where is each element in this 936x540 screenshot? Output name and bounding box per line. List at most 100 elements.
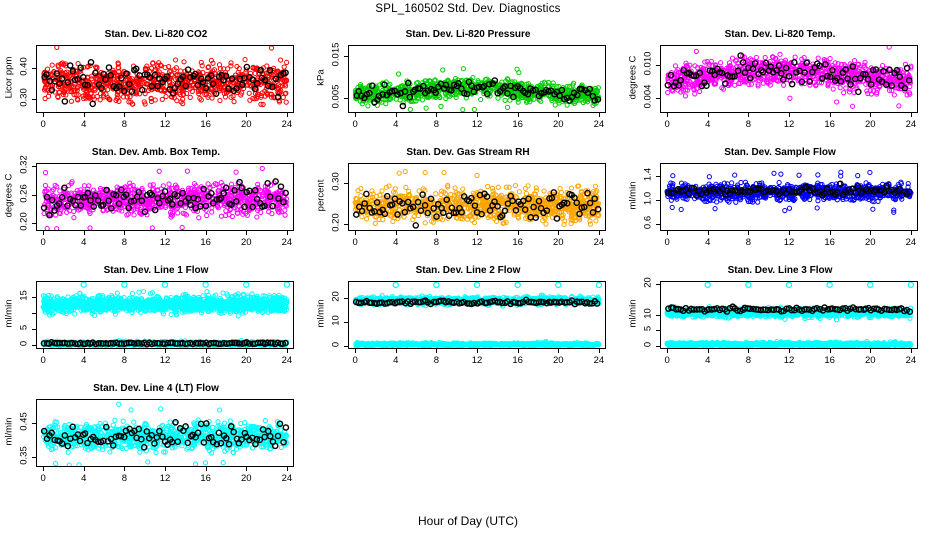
plot-panel: Stan. Dev. Li-820 CO2 Licor ppm 0 4 8 12 16 20 2… xyxy=(0,28,312,146)
y-tick-mark xyxy=(344,56,348,58)
x-tick-label: 0 xyxy=(352,237,358,248)
x-tick-label: 0 xyxy=(352,119,358,130)
x-tick-mark xyxy=(165,349,166,353)
plot-panel: Stan. Dev. Line 3 Flow ml/min 0 4 8 12 16 20 24 0… xyxy=(624,264,936,382)
x-tick-label: 16 xyxy=(512,355,523,366)
y-tick-mark xyxy=(656,200,660,201)
y-tick-mark xyxy=(32,312,36,314)
x-tick-label: 16 xyxy=(824,119,835,130)
x-tick-mark xyxy=(598,113,600,117)
y-tick-mark xyxy=(656,330,660,332)
x-tick-label: 20 xyxy=(552,355,564,366)
plot-area xyxy=(36,163,294,231)
panel-title: Stan. Dev. Gas Stream RH xyxy=(406,147,530,158)
x-tick-mark xyxy=(477,231,478,235)
x-tick-label: 4 xyxy=(81,119,87,130)
panel-title: Stan. Dev. Amb. Box Temp. xyxy=(91,147,221,158)
y-tick-mark xyxy=(656,224,660,225)
x-tick-mark xyxy=(789,113,790,117)
x-tick-mark xyxy=(83,467,85,471)
x-tick-label: 20 xyxy=(240,355,252,366)
panel-title: Stan. Dev. Line 3 Flow xyxy=(727,265,833,276)
x-tick-mark xyxy=(667,349,669,353)
plot-area xyxy=(36,45,294,113)
y-tick-label: 10 xyxy=(642,307,654,319)
x-tick-mark xyxy=(395,349,397,353)
x-tick-label: 12 xyxy=(783,355,795,366)
plot-panel: Stan. Dev. Gas Stream RH percent 0 4 8 12 16 20… xyxy=(312,146,624,264)
x-tick-mark xyxy=(517,349,519,353)
x-tick-label: 0 xyxy=(40,119,46,130)
plot-panel: Stan. Dev. Line 4 (LT) Flow ml/min 0 4 8 12 16… xyxy=(0,382,312,500)
x-tick-label: 8 xyxy=(121,119,127,130)
x-tick-label: 16 xyxy=(200,237,211,248)
y-tick-label: 0.30 xyxy=(330,171,342,191)
x-tick-mark xyxy=(124,467,126,471)
x-tick-label: 12 xyxy=(471,119,483,130)
x-tick-label: 20 xyxy=(864,119,876,130)
y-tick-mark xyxy=(32,329,36,331)
plot-area xyxy=(660,45,918,113)
x-tick-mark xyxy=(789,231,790,235)
x-tick-label: 0 xyxy=(664,355,670,366)
panel-ylabel: ml/min xyxy=(627,181,639,210)
x-tick-label: 12 xyxy=(159,119,171,130)
panel-ylabel: kPa xyxy=(315,69,327,86)
x-tick-mark xyxy=(43,467,45,471)
x-tick-label: 20 xyxy=(864,237,876,248)
scatter-canvas xyxy=(40,282,291,348)
panel-ylabel: degrees C xyxy=(3,173,15,218)
x-tick-label: 0 xyxy=(40,473,46,484)
x-tick-mark xyxy=(286,467,288,471)
plot-area xyxy=(348,163,606,231)
x-tick-mark xyxy=(517,113,519,117)
x-tick-mark xyxy=(558,349,560,353)
x-tick-label: 8 xyxy=(433,355,439,366)
panel-title: Stan. Dev. Li-820 Temp. xyxy=(724,29,836,40)
y-tick-label: 0.35 xyxy=(18,446,30,466)
x-tick-label: 16 xyxy=(200,473,211,484)
scatter-canvas xyxy=(664,169,914,215)
x-tick-mark xyxy=(707,231,709,235)
x-tick-label: 4 xyxy=(81,237,87,248)
x-tick-label: 16 xyxy=(200,355,211,366)
x-tick-label: 24 xyxy=(905,355,917,366)
x-tick-label: 20 xyxy=(240,473,252,484)
x-tick-mark xyxy=(355,349,357,353)
plot-panel: Stan. Dev. Li-820 Temp. degrees C 0 4 8 12 16 2… xyxy=(624,28,936,146)
scatter-canvas xyxy=(41,46,290,108)
scatter-canvas xyxy=(352,282,603,348)
y-tick-mark xyxy=(32,345,36,347)
x-tick-mark xyxy=(246,349,248,353)
x-tick-mark xyxy=(707,113,709,117)
y-tick-label: 20 xyxy=(330,290,342,302)
y-tick-label: 0.20 xyxy=(330,213,342,232)
x-tick-mark xyxy=(829,113,831,117)
x-tick-mark xyxy=(83,349,85,353)
x-tick-mark xyxy=(165,113,166,117)
x-tick-mark xyxy=(286,231,288,235)
x-tick-mark xyxy=(165,467,166,471)
x-tick-label: 8 xyxy=(121,237,127,248)
y-tick-label: 0.005 xyxy=(330,84,342,108)
x-tick-label: 20 xyxy=(240,119,252,130)
x-tick-mark xyxy=(205,113,207,117)
x-tick-label: 20 xyxy=(864,355,876,366)
y-tick-label: 15 xyxy=(18,289,30,301)
x-tick-mark xyxy=(870,231,872,235)
x-tick-label: 16 xyxy=(200,119,211,130)
plot-panel: Stan. Dev. Amb. Box Temp. degrees C 0 4 8 12 1… xyxy=(0,146,312,264)
x-tick-label: 12 xyxy=(471,355,483,366)
x-tick-label: 12 xyxy=(783,237,795,248)
panel-ylabel: ml/min xyxy=(627,299,639,328)
x-tick-label: 24 xyxy=(593,355,605,366)
scatter-canvas xyxy=(352,66,602,112)
plot-area xyxy=(36,281,294,349)
plot-panel: Stan. Dev. Sample Flow ml/min 0 4 8 12 16 20 24 0… xyxy=(624,146,936,264)
y-tick-mark xyxy=(656,65,660,67)
x-tick-mark xyxy=(83,113,85,117)
x-tick-mark xyxy=(558,113,560,117)
y-tick-label: 20 xyxy=(642,276,654,288)
x-tick-label: 16 xyxy=(512,119,523,130)
x-tick-label: 20 xyxy=(240,237,252,248)
